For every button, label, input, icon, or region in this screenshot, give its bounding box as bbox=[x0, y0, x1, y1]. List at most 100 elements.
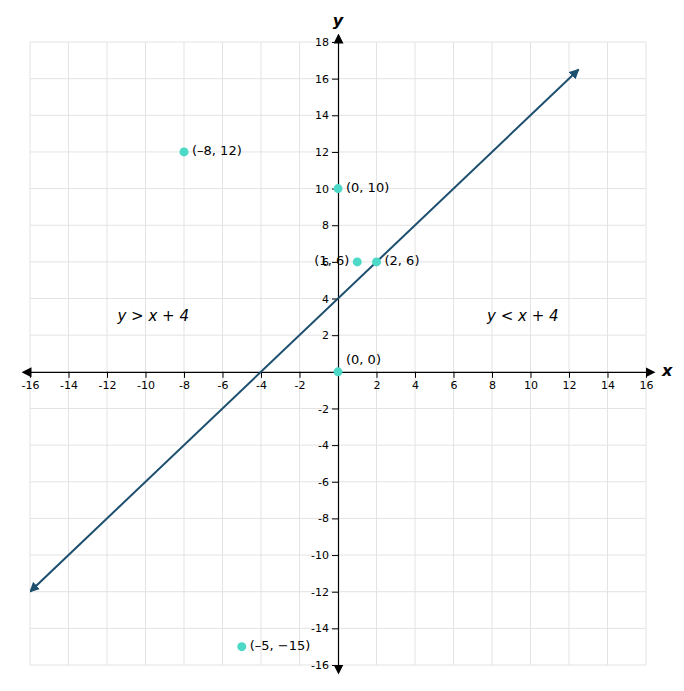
x-tick-mark bbox=[300, 372, 301, 378]
x-tick-mark bbox=[184, 372, 185, 378]
y-tick-label: -16 bbox=[311, 659, 329, 672]
x-tick-label: 6 bbox=[451, 379, 458, 392]
y-tick-label: -12 bbox=[311, 586, 329, 599]
data-label: (0, 0) bbox=[346, 352, 381, 367]
x-tick-mark bbox=[107, 372, 108, 378]
x-tick-mark bbox=[608, 372, 609, 378]
x-tick: -16 bbox=[22, 372, 40, 392]
x-tick-mark bbox=[223, 372, 224, 378]
y-tick-label: 8 bbox=[322, 219, 329, 232]
y-tick-label: -14 bbox=[311, 622, 329, 635]
grid-line-x bbox=[299, 42, 300, 665]
grid-line-x bbox=[68, 42, 69, 665]
y-tick-label: -10 bbox=[311, 549, 329, 562]
x-tick-label: 2 bbox=[374, 379, 381, 392]
y-tick-label: 16 bbox=[315, 73, 329, 86]
chart: -16 -14 -12 -10 -8 -6 -4 -2 2 4 6 8 10 12 14 16 -16 -14 -1… bbox=[0, 0, 684, 691]
grid-line-x bbox=[222, 42, 223, 665]
grid-line-x bbox=[492, 42, 493, 665]
x-tick: -14 bbox=[60, 372, 78, 392]
y-tick: -2 bbox=[318, 402, 338, 415]
y-tick: 16 bbox=[315, 73, 338, 86]
y-tick-mark bbox=[332, 42, 338, 43]
y-axis-line bbox=[338, 43, 339, 666]
point bbox=[237, 642, 246, 651]
data-label: (0, 10) bbox=[346, 180, 389, 195]
y-axis: -16-14-12-10-8-6-4-224681012141618 bbox=[311, 36, 338, 672]
y-tick: -10 bbox=[311, 549, 338, 562]
point bbox=[372, 257, 381, 266]
y-tick-mark bbox=[332, 555, 338, 556]
x-tick: -6 bbox=[218, 372, 229, 392]
x-tick-label: 16 bbox=[640, 379, 654, 392]
x-tick-mark bbox=[415, 372, 416, 378]
x-tick-label: 4 bbox=[412, 379, 419, 392]
grid-line-x bbox=[569, 42, 570, 665]
grid-line-x bbox=[453, 42, 454, 665]
x-tick-label: -12 bbox=[99, 379, 117, 392]
y-tick-label: -6 bbox=[318, 476, 329, 489]
marks bbox=[30, 69, 579, 651]
x-tick-mark bbox=[569, 372, 570, 378]
y-tick-mark bbox=[332, 445, 338, 446]
y-tick-mark bbox=[332, 335, 338, 336]
region-label: y < x + 4 bbox=[486, 307, 559, 325]
y-tick-mark bbox=[332, 518, 338, 519]
y-tick-label: -4 bbox=[318, 439, 329, 452]
region-label: y > x + 4 bbox=[116, 307, 189, 325]
y-tick-mark bbox=[332, 115, 338, 116]
x-tick-label: -10 bbox=[137, 379, 155, 392]
x-tick-mark bbox=[69, 372, 70, 378]
data-label: (–5, −15) bbox=[250, 638, 311, 653]
point bbox=[353, 257, 362, 266]
y-tick-label: 12 bbox=[315, 146, 329, 159]
y-tick: -6 bbox=[318, 476, 338, 489]
y-tick-mark bbox=[332, 225, 338, 226]
grid-line-x bbox=[145, 42, 146, 665]
y-tick-mark bbox=[332, 482, 338, 483]
point bbox=[334, 367, 343, 376]
y-tick-mark bbox=[332, 408, 338, 409]
y-tick-label: -8 bbox=[318, 512, 329, 525]
point bbox=[334, 184, 343, 193]
y-tick: 8 bbox=[322, 219, 338, 232]
y-tick-mark bbox=[332, 79, 338, 80]
grid-line-x bbox=[261, 42, 262, 665]
line bbox=[30, 69, 579, 591]
y-tick: -8 bbox=[318, 512, 338, 525]
grid-line-x bbox=[107, 42, 108, 665]
grid-line-x bbox=[184, 42, 185, 665]
x-tick-label: -4 bbox=[256, 379, 267, 392]
y-tick-label: 18 bbox=[315, 36, 329, 49]
y-tick-label: 10 bbox=[315, 183, 329, 196]
x-tick: 14 bbox=[601, 372, 615, 392]
x-tick-label: -6 bbox=[218, 379, 229, 392]
y-tick: 2 bbox=[322, 329, 338, 342]
x-tick-label: -16 bbox=[22, 379, 40, 392]
grid-line-x bbox=[646, 42, 647, 665]
y-tick-label: 14 bbox=[315, 109, 329, 122]
y-tick: 4 bbox=[322, 293, 338, 306]
x-tick-label: -14 bbox=[60, 379, 78, 392]
data-label: (–8, 12) bbox=[192, 143, 242, 158]
y-axis-label: y bbox=[333, 11, 344, 30]
y-tick-mark bbox=[332, 152, 338, 153]
data-label: (1, 6) bbox=[314, 253, 349, 268]
x-tick: 4 bbox=[412, 372, 419, 392]
y-tick-mark bbox=[332, 628, 338, 629]
x-tick-label: 10 bbox=[524, 379, 538, 392]
grid-line-y bbox=[30, 42, 646, 43]
x-tick: 10 bbox=[524, 372, 538, 392]
y-tick-mark bbox=[332, 665, 338, 666]
x-tick-label: 12 bbox=[563, 379, 577, 392]
x-tick: 6 bbox=[451, 372, 458, 392]
grid-line-x bbox=[30, 42, 31, 665]
y-tick: -16 bbox=[311, 659, 338, 672]
point bbox=[180, 147, 189, 156]
x-tick: 8 bbox=[489, 372, 496, 392]
grid-line-x bbox=[607, 42, 608, 665]
y-tick-label: 4 bbox=[322, 293, 329, 306]
x-tick-mark bbox=[146, 372, 147, 378]
y-tick: -4 bbox=[318, 439, 338, 452]
x-tick-label: -2 bbox=[295, 379, 306, 392]
